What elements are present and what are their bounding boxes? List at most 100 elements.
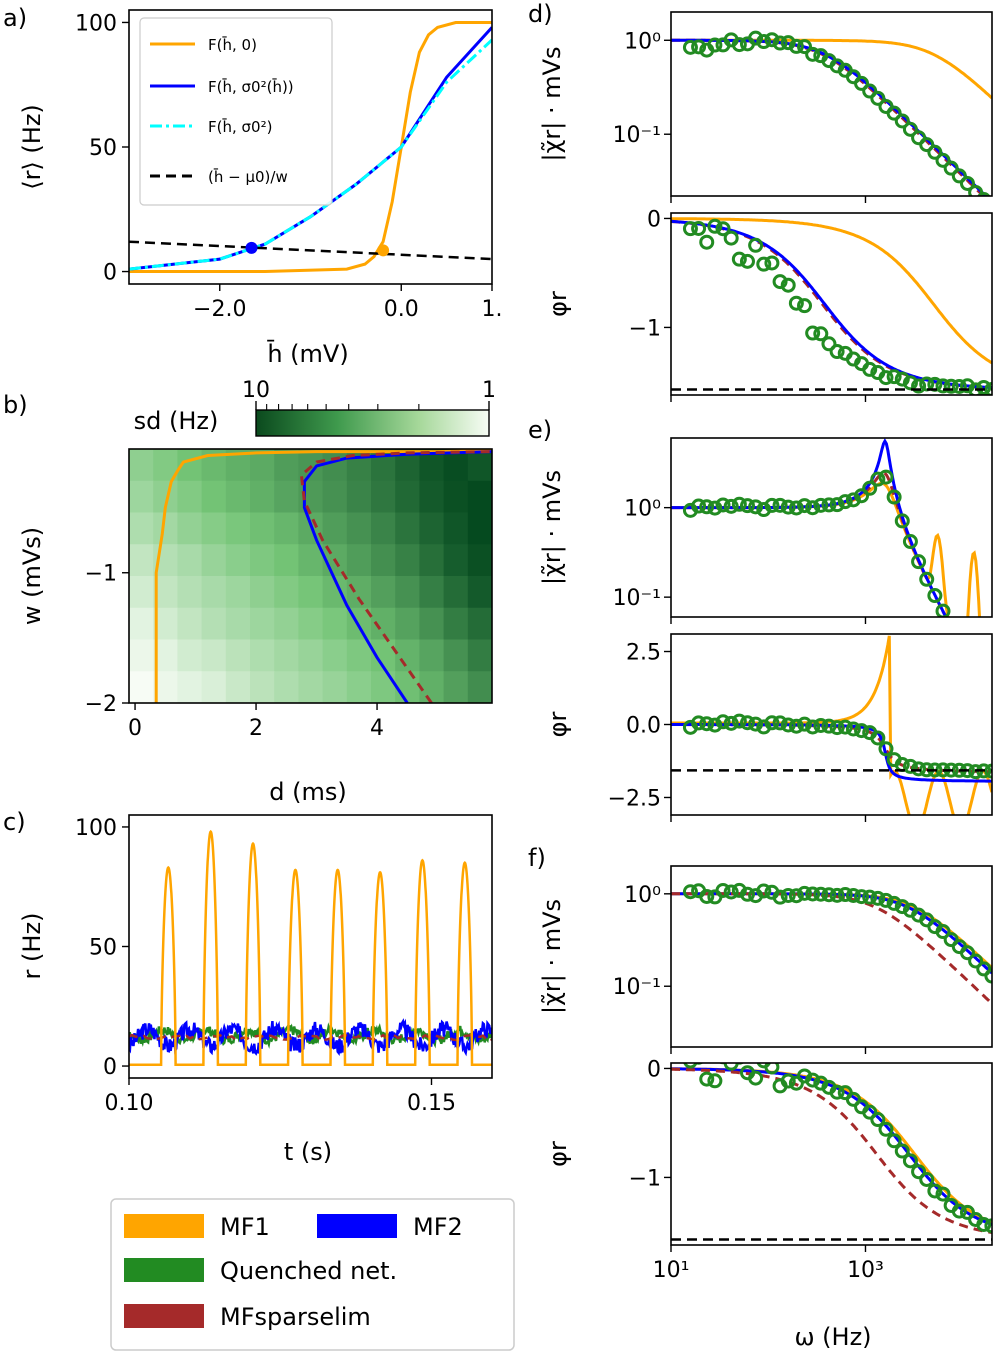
quenched-phase-point	[829, 344, 845, 360]
quenched-magnitude-point	[739, 886, 755, 902]
quenched-magnitude-point	[707, 500, 723, 516]
quenched-phase-point	[756, 256, 772, 272]
quenched-phase-point	[797, 716, 813, 732]
heatmap-cell	[201, 607, 227, 641]
panel-a: −2.0 0.0 1. 0 50 100 h̄ (mV) ⟨r⟩ (Hz) a) F(h̄, 0)…	[3, 4, 503, 368]
quenched-magnitude-point	[797, 39, 813, 55]
quenched-magnitude-point	[788, 888, 804, 904]
heatmap-cell	[201, 671, 227, 703]
phase-plot	[671, 217, 992, 395]
y-tick-label: 0	[103, 1055, 117, 1080]
magnitude-plot	[671, 438, 982, 648]
heatmap-cell	[274, 607, 299, 641]
legend-label: Quenched net.	[220, 1257, 397, 1285]
y-tick-label: −1	[629, 1166, 661, 1191]
legend-a: F(h̄, 0) F(h̄, σ0²(h̄)) F(h̄, σ0²) (h̄ − μ0…	[139, 17, 333, 206]
quenched-magnitude-point	[894, 899, 910, 915]
heatmap-cell	[322, 607, 348, 641]
legend-swatch	[124, 1214, 204, 1238]
magnitude-axis-label: |χ̃r| · mVs	[538, 899, 566, 1014]
y-tick-label: 0	[647, 1057, 661, 1082]
y-tick-label: 10⁻¹	[613, 586, 661, 611]
quenched-magnitude-point	[927, 144, 943, 160]
quenched-phase-point	[845, 721, 861, 737]
heatmap-cell	[274, 576, 299, 609]
y-tick-label: 50	[89, 136, 117, 161]
quenched-magnitude-point	[764, 497, 780, 513]
legend-swatch	[124, 1258, 204, 1282]
y-tick-label: 10⁻¹	[613, 123, 661, 148]
heatmap-cell	[225, 607, 251, 641]
heatmap-cell	[298, 607, 324, 641]
heatmap-cell	[201, 576, 227, 609]
panel-label: e)	[528, 416, 552, 444]
mfsparselim-magnitude	[671, 892, 992, 1005]
quenched-phase-point	[772, 274, 788, 290]
quenched-phase-point	[821, 718, 837, 734]
mf1-trace	[129, 829, 492, 1067]
heatmap-cell	[177, 512, 203, 545]
quenched-magnitude-point	[878, 892, 894, 908]
heatmap-cell	[371, 544, 396, 577]
x-axis-label: h̄ (mV)	[267, 339, 349, 368]
quenched-phase-point	[715, 221, 731, 237]
quenched-phase-point	[764, 715, 780, 731]
quenched-magnitude-point	[739, 498, 755, 514]
heatmap-cell	[346, 576, 372, 609]
heatmap-cell	[322, 480, 348, 514]
heatmap-cell	[129, 671, 154, 703]
y-tick-label: 2.5	[626, 641, 661, 666]
y-tick-label: 10⁰	[624, 497, 661, 522]
heatmap-cell	[371, 576, 396, 609]
quenched-phase-point	[829, 720, 845, 736]
quenched-magnitude-point	[945, 621, 957, 633]
colorbar-label: sd (Hz)	[134, 407, 219, 435]
quenched-magnitude-point	[780, 499, 796, 515]
quenched-phase-point	[805, 325, 821, 341]
quenched-magnitude-point	[699, 499, 715, 515]
quenched-phase-point	[902, 758, 918, 774]
heatmap-cell	[467, 544, 492, 577]
panel-label: d)	[528, 0, 553, 28]
quenched-magnitude-point	[731, 496, 747, 512]
heatmap-cell	[298, 480, 324, 514]
heatmap-cell	[274, 671, 299, 703]
quenched-phase-point	[935, 1186, 951, 1202]
quenched-phase-point	[902, 375, 918, 391]
quenched-magnitude-point	[813, 497, 829, 513]
quenched-magnitude-point	[953, 636, 965, 648]
mfsparselim-phase	[671, 1067, 992, 1234]
legend-label: F(h̄, σ0²)	[208, 117, 272, 136]
y-tick-label: −1	[629, 316, 661, 341]
heatmap-cell	[322, 449, 348, 482]
quenched-magnitude-point	[731, 37, 747, 53]
phase-frame	[670, 1062, 993, 1246]
colorbar-tick-label: 10	[242, 378, 270, 403]
quenched-phase-point	[691, 220, 707, 236]
quenched-phase-point	[862, 1104, 878, 1120]
quenched-magnitude-point	[699, 888, 715, 904]
quenched-phase-point	[772, 715, 788, 731]
x-tick-label: 10¹	[653, 1258, 690, 1283]
colorbar: 10 1 sd (Hz)	[134, 378, 496, 437]
heatmap-area	[129, 449, 492, 703]
heatmap-cell	[467, 639, 492, 672]
heatmap-cell	[129, 544, 154, 577]
y-tick-label: 0.0	[626, 714, 661, 739]
x-axis-label: t (s)	[284, 1138, 332, 1166]
magnitude-frame	[670, 11, 993, 197]
x-tick-label: −2.0	[193, 297, 246, 322]
y-tick-label: 50	[89, 936, 117, 961]
quenched-magnitude-point	[837, 887, 853, 903]
magnitude-plot	[671, 882, 992, 1005]
quenched-phase-point	[886, 1133, 902, 1149]
quenched-phase-point	[919, 376, 935, 392]
quenched-phase-point	[693, 1063, 704, 1065]
quenched-magnitude-point	[715, 882, 731, 898]
mf1-boundary	[154, 449, 492, 703]
quenched-phase-point	[699, 716, 715, 732]
quenched-magnitude-point	[927, 588, 943, 604]
quenched-phase-point	[894, 371, 910, 387]
quenched-magnitude-point	[731, 882, 747, 898]
quenched-magnitude-point	[691, 39, 707, 55]
